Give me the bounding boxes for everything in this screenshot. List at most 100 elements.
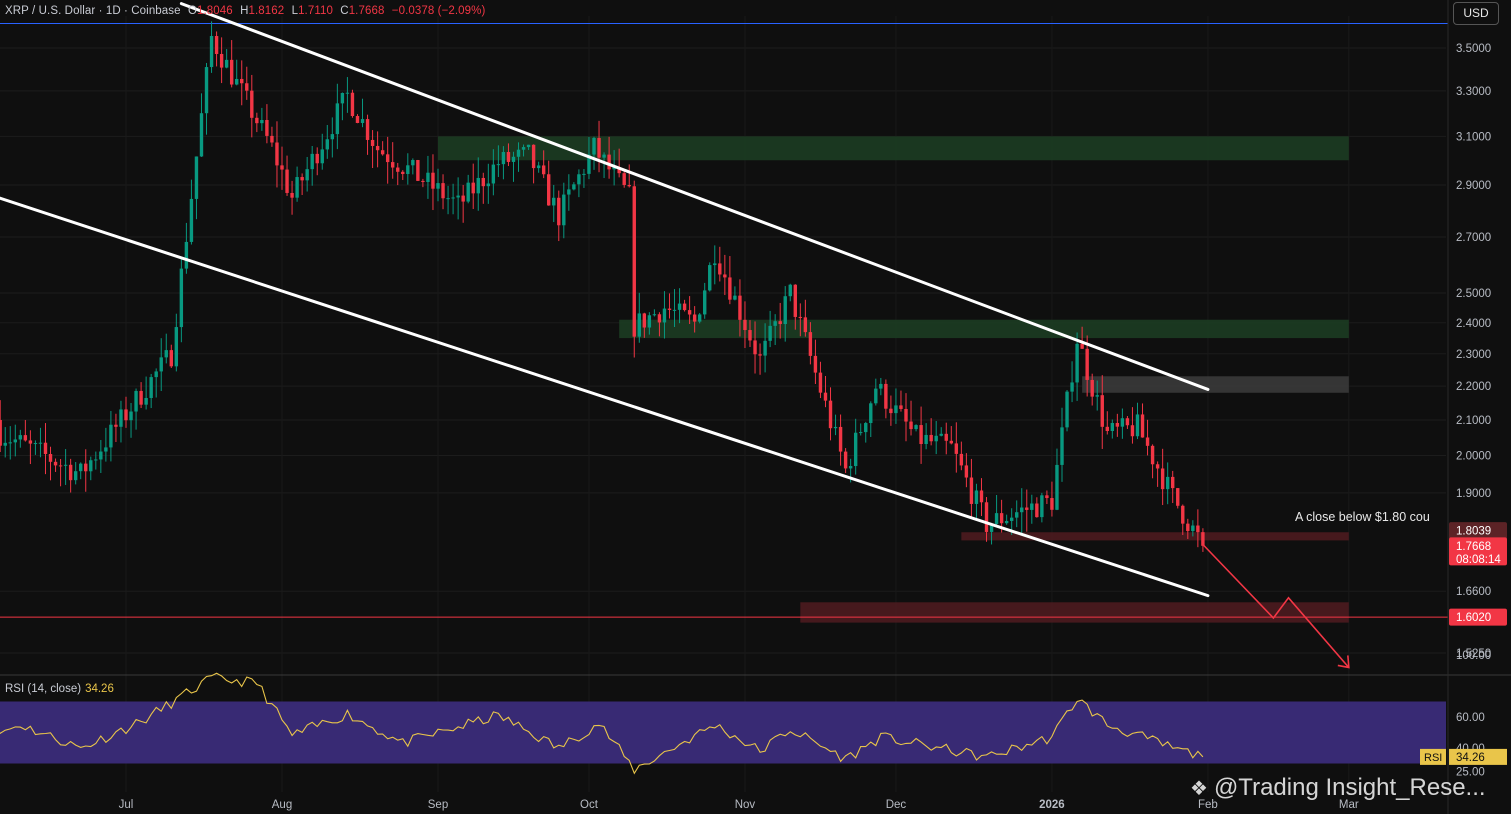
candle: [300, 173, 304, 195]
candle: [1181, 504, 1185, 536]
candle-body: [647, 315, 652, 328]
candle: [1150, 444, 1155, 479]
candle: [214, 31, 219, 67]
candle-body: [894, 405, 898, 414]
candle: [677, 288, 682, 324]
candle: [818, 361, 823, 399]
watermark-text: @Trading Insight_Rese...: [1213, 774, 1486, 801]
candle-body: [456, 195, 460, 198]
candle: [1165, 462, 1170, 505]
candle-body: [385, 154, 390, 163]
candle-body: [652, 314, 657, 316]
candle-body: [340, 92, 345, 104]
candle: [703, 282, 707, 319]
candle: [828, 387, 833, 441]
candle-body: [310, 153, 314, 170]
price-badge-value: 1.6020: [1456, 612, 1491, 624]
candle: [984, 497, 989, 542]
candle: [1015, 500, 1019, 528]
candle: [179, 257, 184, 343]
price-tick-label: 3.3000: [1456, 86, 1491, 98]
candle-body: [431, 172, 435, 189]
candle-body: [939, 433, 943, 436]
candle-body: [577, 174, 581, 185]
candle-body: [416, 160, 420, 181]
candle: [964, 453, 969, 488]
candle-body: [325, 139, 329, 150]
candle: [748, 320, 752, 347]
candle: [929, 418, 933, 446]
price-tick-label: 1.9000: [1456, 488, 1491, 500]
candle-body: [547, 174, 551, 206]
close-label: C: [340, 5, 349, 17]
x-tick-label: Feb: [1198, 799, 1218, 811]
candle: [813, 339, 818, 385]
candle-body: [924, 434, 928, 445]
candle: [124, 396, 128, 428]
candle-body: [139, 390, 143, 405]
candle: [894, 388, 898, 424]
candle: [0, 400, 2, 453]
candle-body: [541, 165, 546, 175]
candle: [411, 158, 415, 175]
candle: [129, 403, 133, 438]
candle-body: [426, 172, 430, 183]
candle-body: [1020, 507, 1024, 513]
candle-body: [209, 36, 214, 68]
candle: [199, 93, 204, 157]
candle-body: [597, 137, 601, 158]
candle: [989, 522, 994, 545]
candle-body: [692, 314, 697, 322]
candle-body: [28, 440, 33, 444]
candle-body: [843, 451, 848, 469]
candle-body: [501, 152, 506, 165]
candle-body: [1004, 520, 1009, 524]
candle: [330, 117, 335, 158]
candle-body: [934, 435, 938, 442]
candle-body: [672, 309, 677, 311]
candle: [798, 303, 803, 337]
resistance-zone: [438, 136, 1349, 161]
candle-body: [345, 92, 350, 94]
x-tick-label: 2026: [1039, 799, 1065, 811]
candle-body: [1085, 348, 1089, 380]
rsi-title: RSI (14, close) 34.26: [5, 683, 114, 695]
candle-body: [68, 464, 73, 481]
candle: [793, 284, 797, 330]
candle: [547, 160, 551, 206]
candle-body: [964, 465, 969, 478]
candle-body: [521, 147, 526, 150]
candle-body: [350, 92, 355, 116]
candle-body: [833, 426, 838, 429]
candle: [657, 312, 662, 337]
candle-body: [1196, 525, 1200, 533]
candle-body: [461, 195, 465, 202]
symbol-header: XRP / U.S. Dollar · 1D · Coinbase O1.804…: [5, 5, 485, 17]
candle: [1055, 448, 1059, 511]
candle-body: [959, 453, 964, 466]
candle: [1075, 332, 1079, 401]
candle: [1025, 489, 1029, 532]
candle: [637, 292, 641, 343]
candle: [89, 456, 93, 481]
low-value: 1.7110: [298, 5, 333, 17]
candle: [431, 154, 435, 211]
price-tick-label: 2.4000: [1456, 318, 1491, 330]
candle: [1050, 481, 1054, 517]
candle: [219, 37, 224, 84]
candle-body: [718, 263, 722, 275]
candle: [743, 301, 747, 349]
candle: [833, 414, 838, 436]
candle-body: [436, 183, 440, 189]
candle: [466, 174, 470, 204]
candle-body: [682, 303, 687, 311]
currency-button[interactable]: USD: [1453, 2, 1499, 25]
candle-body: [355, 115, 360, 123]
candle: [1140, 403, 1145, 438]
candle-body: [536, 165, 541, 169]
price-badge: [1449, 537, 1507, 566]
candle: [738, 279, 742, 337]
candle-body: [109, 424, 113, 448]
candle-body: [451, 197, 455, 199]
